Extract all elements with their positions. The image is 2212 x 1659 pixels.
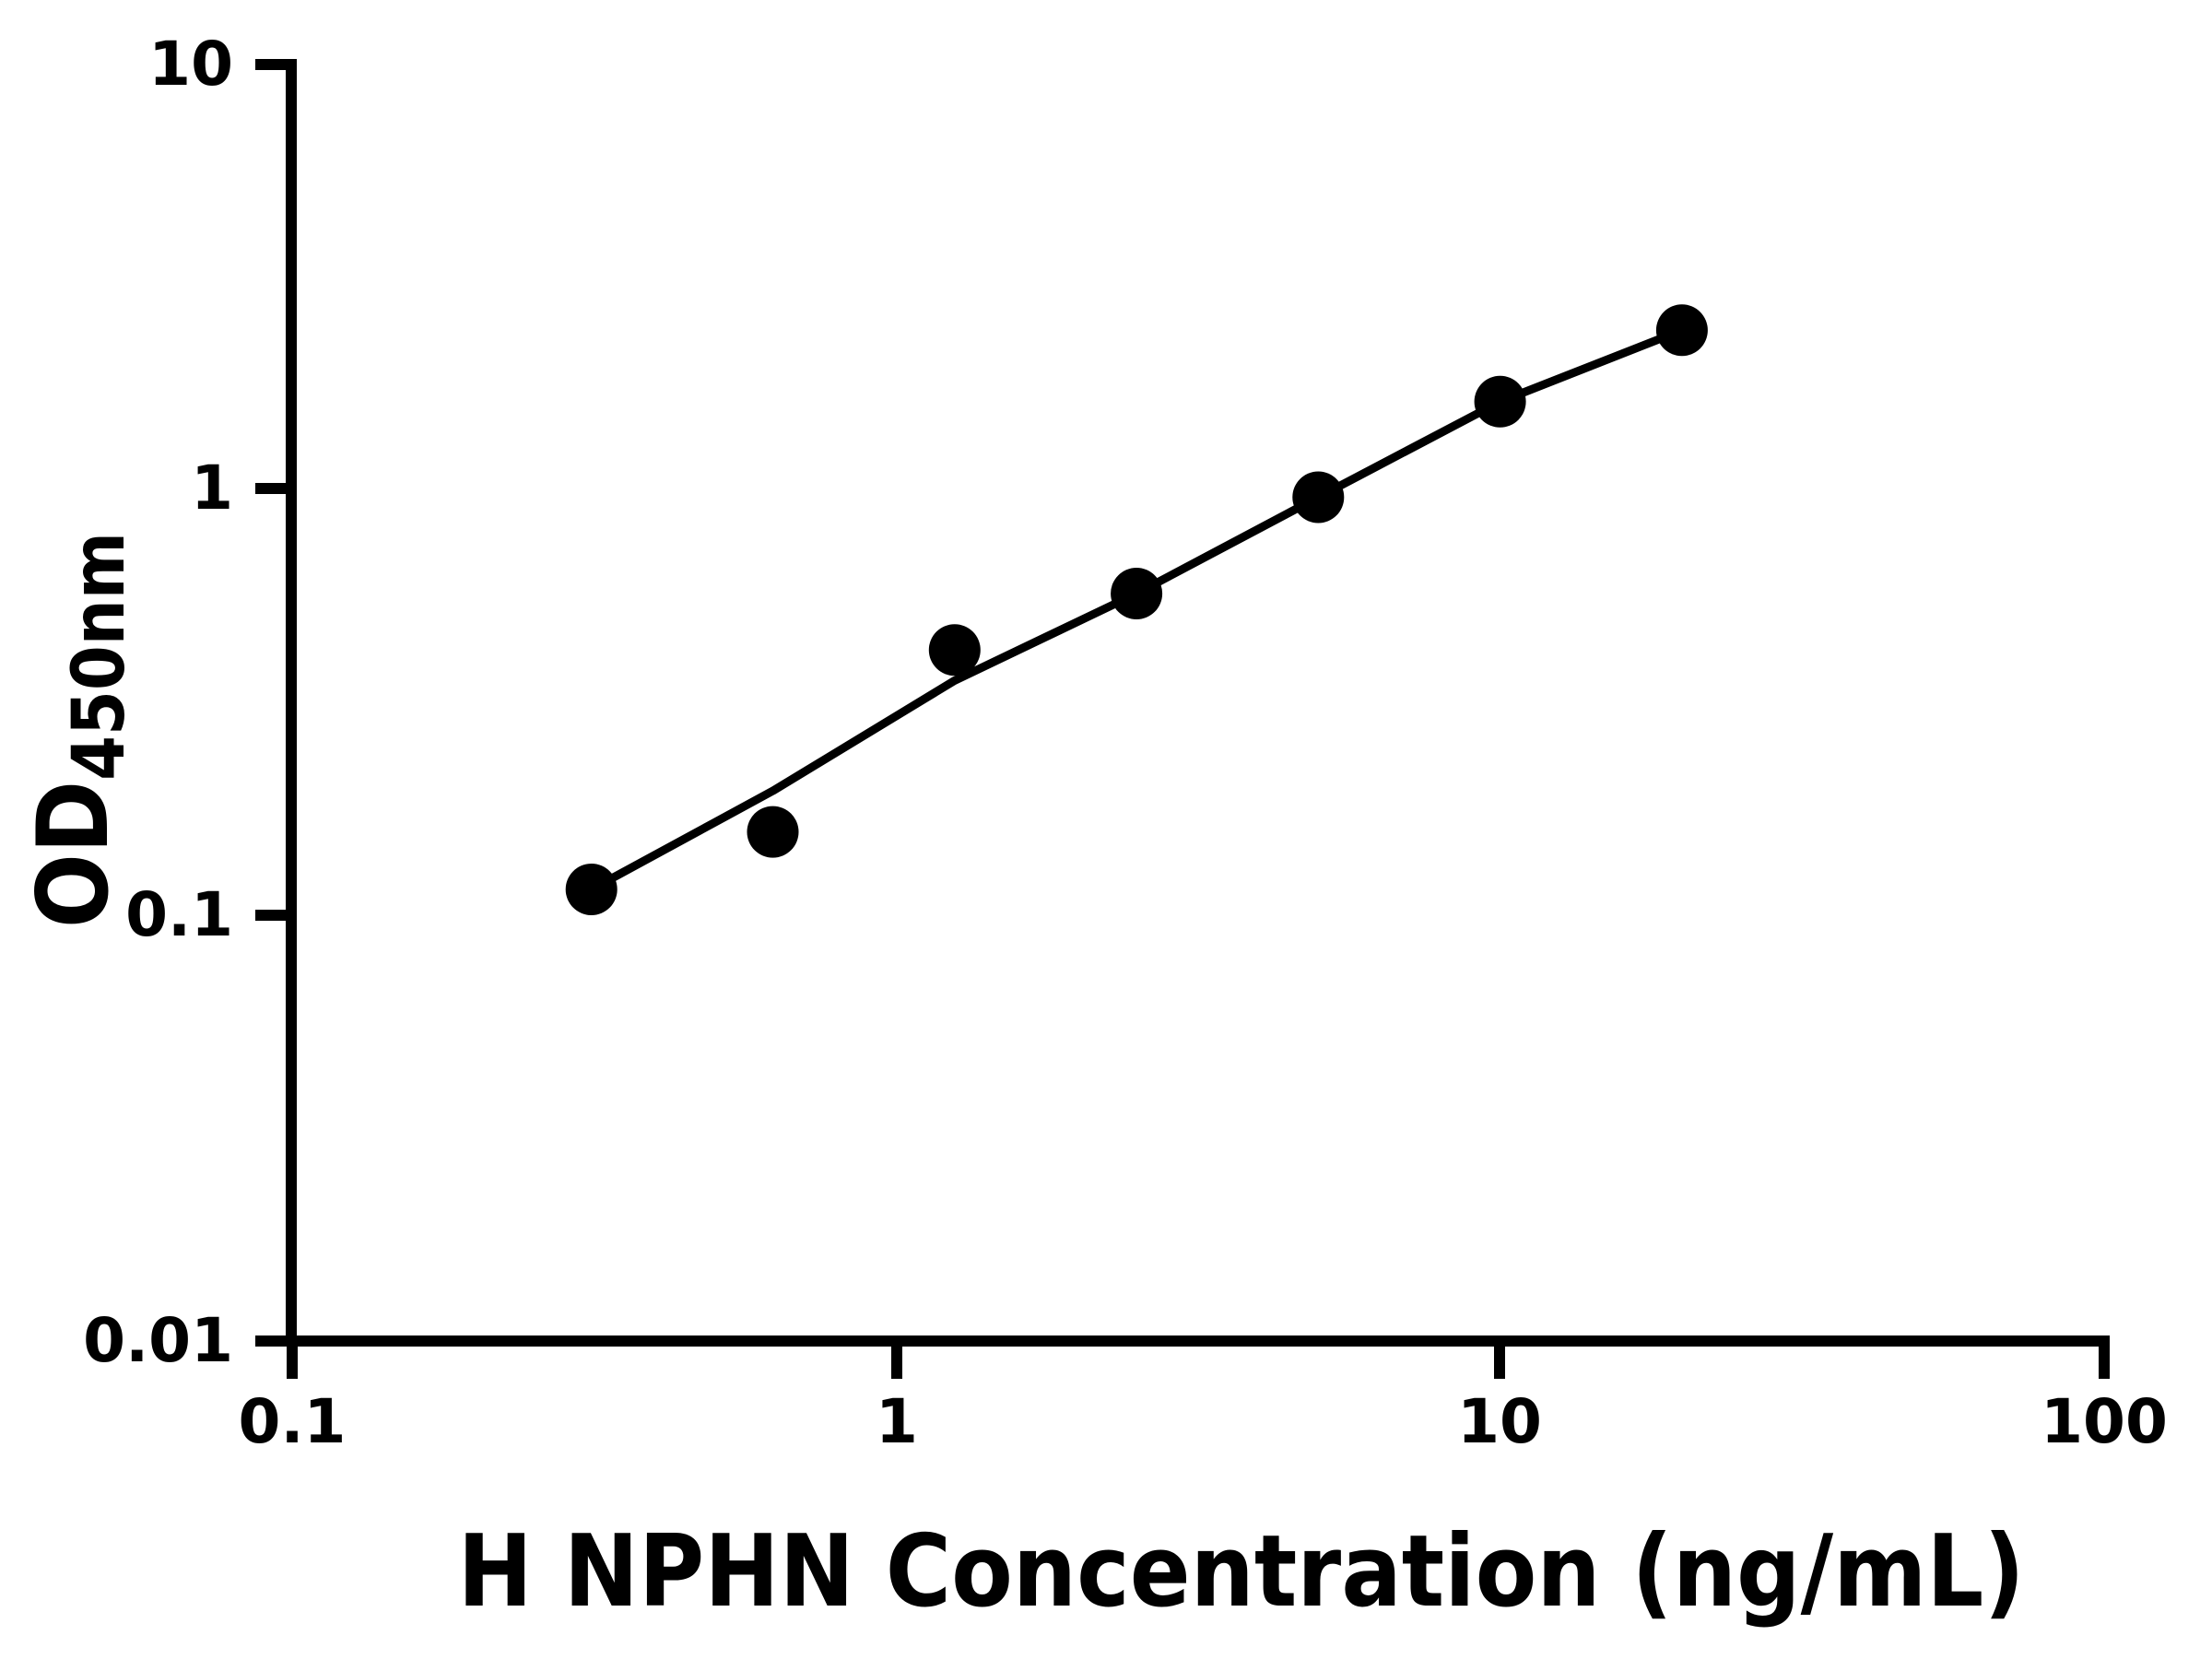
data-point (1111, 568, 1163, 619)
data-point (565, 864, 618, 915)
y-axis-title-main: OD (17, 780, 130, 928)
points-layer (565, 304, 1708, 915)
x-tick-label-1: 1 (876, 1386, 918, 1457)
x-axis-ticks (287, 1341, 2110, 1379)
y-tick-label-10: 10 (148, 29, 233, 100)
data-point (1474, 375, 1526, 428)
x-axis-title: H NPHN Concentration (ng/mL) (371, 1521, 2030, 1624)
x-tick-label-100: 100 (2041, 1386, 2168, 1457)
x-tick-label-0.1: 0.1 (238, 1386, 347, 1457)
x-axis-title-text: H NPHN Concentration (ng/mL) (457, 1514, 2025, 1630)
x-tick-label-10: 10 (1457, 1386, 1542, 1457)
y-axis-ticks (255, 59, 291, 1347)
y-tick-label-0.01: 0.01 (83, 1305, 233, 1376)
y-tick-label-0.1: 0.1 (125, 879, 233, 950)
data-point (1655, 304, 1708, 357)
y-axis-title: OD450nm (9, 453, 141, 1006)
y-tick-label-1: 1 (191, 453, 233, 524)
data-point (928, 624, 981, 677)
data-point (747, 806, 799, 858)
y-axis-title-sub: 450nm (58, 532, 141, 781)
data-point (1292, 471, 1345, 524)
